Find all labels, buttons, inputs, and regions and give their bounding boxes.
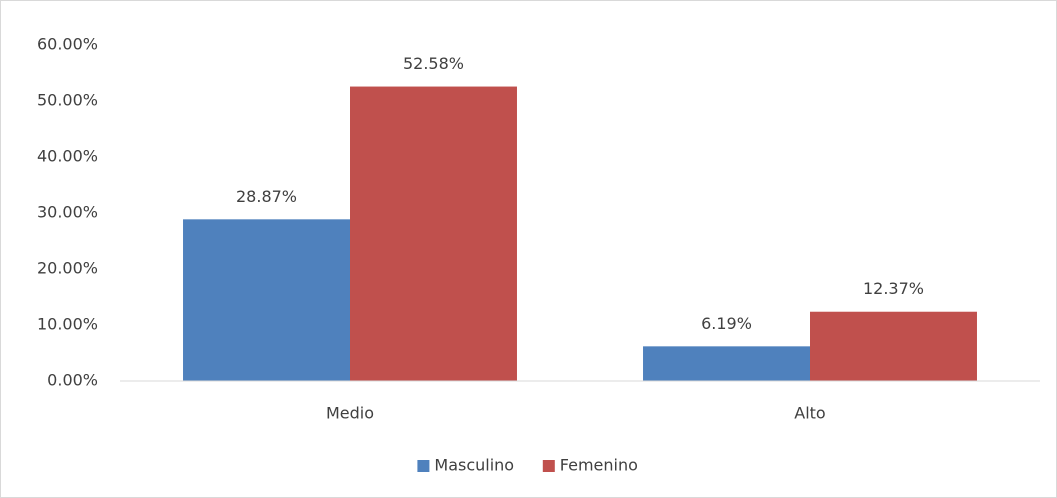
y-tick-label: 50.00% — [37, 91, 98, 110]
bar — [350, 86, 517, 381]
data-label: 52.58% — [403, 54, 464, 73]
y-tick-label: 0.00% — [47, 371, 98, 390]
data-label: 6.19% — [701, 314, 752, 333]
x-tick-label: Medio — [326, 404, 374, 423]
y-tick-label: 60.00% — [37, 35, 98, 54]
legend-label: Masculino — [434, 456, 514, 475]
y-tick-label: 40.00% — [37, 147, 98, 166]
y-tick-label: 20.00% — [37, 259, 98, 278]
data-label: 28.87% — [236, 187, 297, 206]
legend-swatch — [417, 460, 430, 472]
legend-swatch — [542, 460, 555, 472]
y-tick-label: 30.00% — [37, 203, 98, 222]
bar — [183, 219, 350, 381]
bar — [810, 311, 977, 381]
data-label: 12.37% — [863, 279, 924, 298]
x-tick-label: Alto — [794, 404, 825, 423]
y-tick-label: 10.00% — [37, 315, 98, 334]
legend-label: Femenino — [560, 456, 638, 475]
bar — [643, 346, 810, 381]
